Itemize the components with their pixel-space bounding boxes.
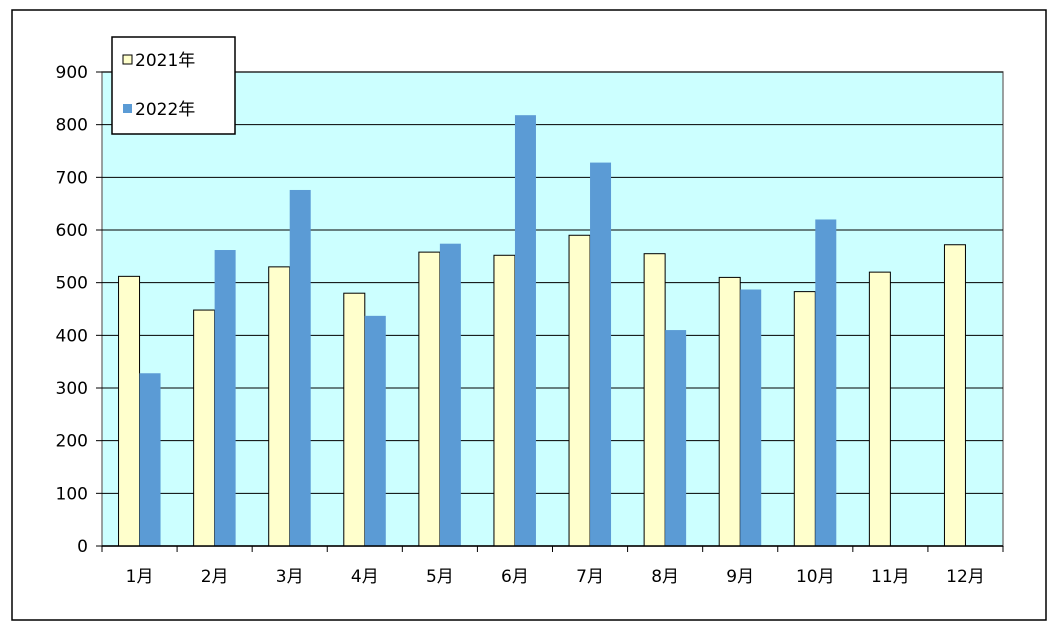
x-tick-label: 7月 xyxy=(576,567,604,587)
x-tick-label: 6月 xyxy=(501,567,529,587)
bar-2021年-1月 xyxy=(118,275,141,547)
bar-2022年-3月 xyxy=(289,189,311,546)
bar-2022年-5月 xyxy=(439,243,461,546)
legend-label-2022: 2022年 xyxy=(135,100,195,120)
y-tick-label: 100 xyxy=(56,484,88,504)
legend-swatch-2022 xyxy=(123,104,132,113)
bar-2021年-11月 xyxy=(868,271,891,547)
bar-2021年-10月 xyxy=(793,291,816,547)
y-tick-label: 400 xyxy=(56,326,88,346)
x-tick-label: 11月 xyxy=(871,567,910,587)
x-tick-label: 3月 xyxy=(276,567,304,587)
y-tick-label: 500 xyxy=(56,274,88,294)
x-tick-label: 8月 xyxy=(651,567,679,587)
legend-label-2021: 2021年 xyxy=(135,51,195,71)
bar-2021年-9月 xyxy=(718,276,741,547)
x-tick-label: 12月 xyxy=(946,567,985,587)
bar-2022年-7月 xyxy=(590,162,612,546)
bar-2022年-9月 xyxy=(740,289,762,546)
bar-2022年-6月 xyxy=(514,115,536,546)
x-tick-label: 2月 xyxy=(201,567,229,587)
bar-2021年-6月 xyxy=(493,254,516,547)
bar-2021年-4月 xyxy=(343,292,366,547)
bar-2022年-10月 xyxy=(815,219,837,546)
bar-2021年-12月 xyxy=(943,244,966,547)
y-axis-ticks: 0 100 200 300 400 500 600 700 800 900 xyxy=(56,63,102,557)
bar-2021年-5月 xyxy=(418,251,441,547)
bar-2021年-8月 xyxy=(643,253,666,547)
bar-2022年-2月 xyxy=(214,250,236,546)
bar-2021年-2月 xyxy=(193,309,216,547)
y-tick-label: 900 xyxy=(56,63,88,83)
plot-area xyxy=(101,71,1004,547)
gridlines xyxy=(102,71,1003,494)
x-tick-label: 4月 xyxy=(351,567,379,587)
bar-2022年-4月 xyxy=(364,315,386,546)
x-tick-label: 5月 xyxy=(426,567,454,587)
y-tick-label: 600 xyxy=(56,221,88,241)
y-tick-label: 800 xyxy=(56,116,88,136)
x-tick-label: 9月 xyxy=(726,567,754,587)
x-tick-label: 1月 xyxy=(126,567,154,587)
y-tick-label: 200 xyxy=(56,432,88,452)
bar-2022年-1月 xyxy=(139,373,161,546)
x-tick-label: 10月 xyxy=(796,567,835,587)
x-axis: 1月 2月 3月 4月 5月 6月 7月 8月 9月 10月 11月 12月 xyxy=(101,545,1004,587)
bar-2021年-3月 xyxy=(268,266,291,547)
legend-box xyxy=(111,36,236,135)
y-tick-label: 300 xyxy=(56,379,88,399)
y-tick-label: 700 xyxy=(56,168,88,188)
bar-2022年-8月 xyxy=(665,330,687,546)
legend-swatch-2021 xyxy=(122,54,133,65)
y-tick-label: 0 xyxy=(77,537,88,557)
bars xyxy=(118,115,966,547)
bar-2021年-7月 xyxy=(568,234,591,547)
legend: 2021年 2022年 xyxy=(111,36,236,135)
